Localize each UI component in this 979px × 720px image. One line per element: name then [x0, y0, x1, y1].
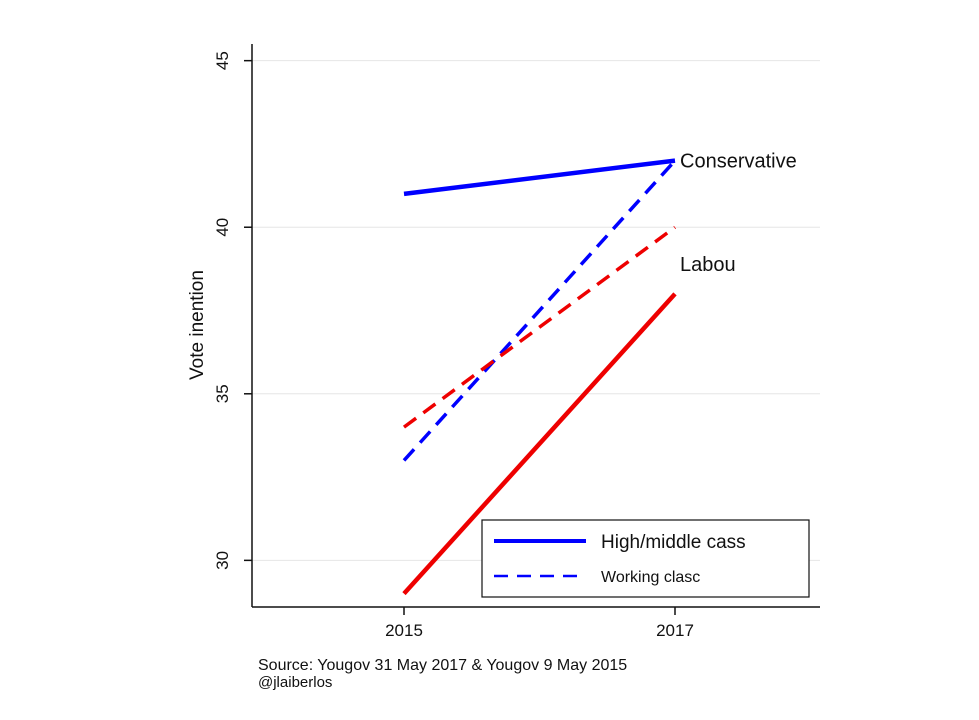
- y-tick-label-35: 35: [213, 384, 232, 403]
- y-axis-ticks: 30 35 40 45: [213, 51, 252, 570]
- x-axis-ticks: 2015 2017: [385, 607, 694, 640]
- handle-note: @jlaiberlos: [258, 674, 333, 691]
- legend-label-working: Working clasc: [601, 569, 700, 586]
- label-labou: Labou: [680, 254, 736, 276]
- y-tick-label-45: 45: [213, 51, 232, 70]
- series-line-labou-working-clasc: [402, 225, 677, 429]
- series-lines: [402, 158, 677, 596]
- legend: High/middle cass Working clasc: [481, 519, 810, 598]
- legend-label-high-middle: High/middle cass: [601, 532, 746, 553]
- x-tick-label-2015: 2015: [385, 621, 423, 640]
- source-note: Source: Yougov 31 May 2017 & Yougov 9 Ma…: [258, 657, 628, 674]
- x-tick-label-2017: 2017: [656, 621, 694, 640]
- series-line-conservative-high-middle-cass: [403, 158, 676, 197]
- legend-box: [481, 519, 810, 598]
- y-tick-label-40: 40: [213, 218, 232, 237]
- series-line-conservative-working-clasc: [402, 159, 677, 462]
- y-tick-label-30: 30: [213, 551, 232, 570]
- series-labels: Conservative Labou: [680, 151, 797, 276]
- label-conservative: Conservative: [680, 151, 797, 173]
- y-axis-title: Vote inention: [187, 270, 208, 380]
- series-line-labou-high-middle-cass: [402, 292, 677, 596]
- plot-background: [252, 44, 820, 607]
